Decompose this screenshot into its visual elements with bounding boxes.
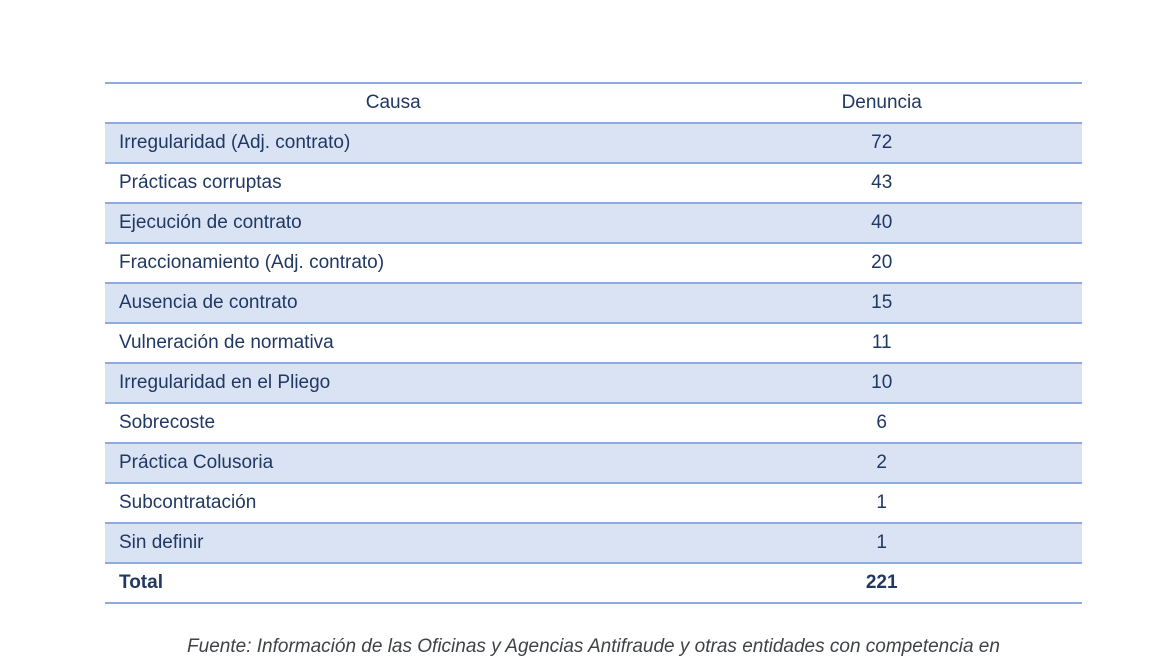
table-row: Práctica Colusoria 2 <box>105 443 1082 483</box>
column-header-denuncia: Denuncia <box>681 83 1082 123</box>
denuncia-cell: 6 <box>876 412 887 433</box>
header-row: Causa Denuncia <box>105 83 1082 123</box>
denuncia-cell: 15 <box>871 292 893 313</box>
denuncia-cell: 43 <box>871 172 893 193</box>
total-value: 221 <box>865 572 898 593</box>
denuncia-cell: 11 <box>871 332 892 353</box>
denuncias-table-container: Causa Denuncia Irregularidad (Adj. contr… <box>105 82 1082 604</box>
denuncia-cell: 20 <box>871 252 893 273</box>
table-row: Ejecución de contrato 40 <box>105 203 1082 243</box>
causa-cell: Prácticas corruptas <box>119 172 282 193</box>
causa-cell: Ausencia de contrato <box>119 292 298 313</box>
causa-cell: Práctica Colusoria <box>119 452 274 473</box>
causa-cell: Sin definir <box>119 532 204 553</box>
table-row: Fraccionamiento (Adj. contrato) 20 <box>105 243 1082 283</box>
table-row: Irregularidad (Adj. contrato) 72 <box>105 123 1082 163</box>
table-row: Vulneración de normativa 11 <box>105 323 1082 363</box>
table-row: Subcontratación 1 <box>105 483 1082 523</box>
table-row: Prácticas corruptas 43 <box>105 163 1082 203</box>
total-row: Total 221 <box>105 563 1082 603</box>
denuncia-cell: 40 <box>871 212 893 233</box>
table-body: Irregularidad (Adj. contrato) 72 Práctic… <box>105 123 1082 603</box>
total-label: Total <box>119 572 163 593</box>
denuncias-por-causa-table: Causa Denuncia Irregularidad (Adj. contr… <box>105 82 1082 604</box>
table-row: Irregularidad en el Pliego 10 <box>105 363 1082 403</box>
causa-cell: Ejecución de contrato <box>119 212 302 233</box>
table-row: Sin definir 1 <box>105 523 1082 563</box>
denuncia-cell: 1 <box>876 532 887 553</box>
table-row: Ausencia de contrato 15 <box>105 283 1082 323</box>
causa-cell: Irregularidad (Adj. contrato) <box>119 132 351 153</box>
causa-cell: Irregularidad en el Pliego <box>119 372 331 393</box>
causa-cell: Fraccionamiento (Adj. contrato) <box>119 252 385 273</box>
denuncia-cell: 10 <box>871 372 893 393</box>
denuncia-cell: 1 <box>876 492 887 513</box>
causa-cell: Subcontratación <box>119 492 257 513</box>
denuncia-cell: 2 <box>876 452 887 473</box>
source-caption: Fuente: Información de las Oficinas y Ag… <box>187 636 1000 657</box>
denuncia-cell: 72 <box>871 132 893 153</box>
causa-cell: Sobrecoste <box>119 412 216 433</box>
table-header: Causa Denuncia <box>105 83 1082 123</box>
causa-cell: Vulneración de normativa <box>119 332 334 353</box>
column-header-causa: Causa <box>105 83 682 123</box>
table-row: Sobrecoste 6 <box>105 403 1082 443</box>
